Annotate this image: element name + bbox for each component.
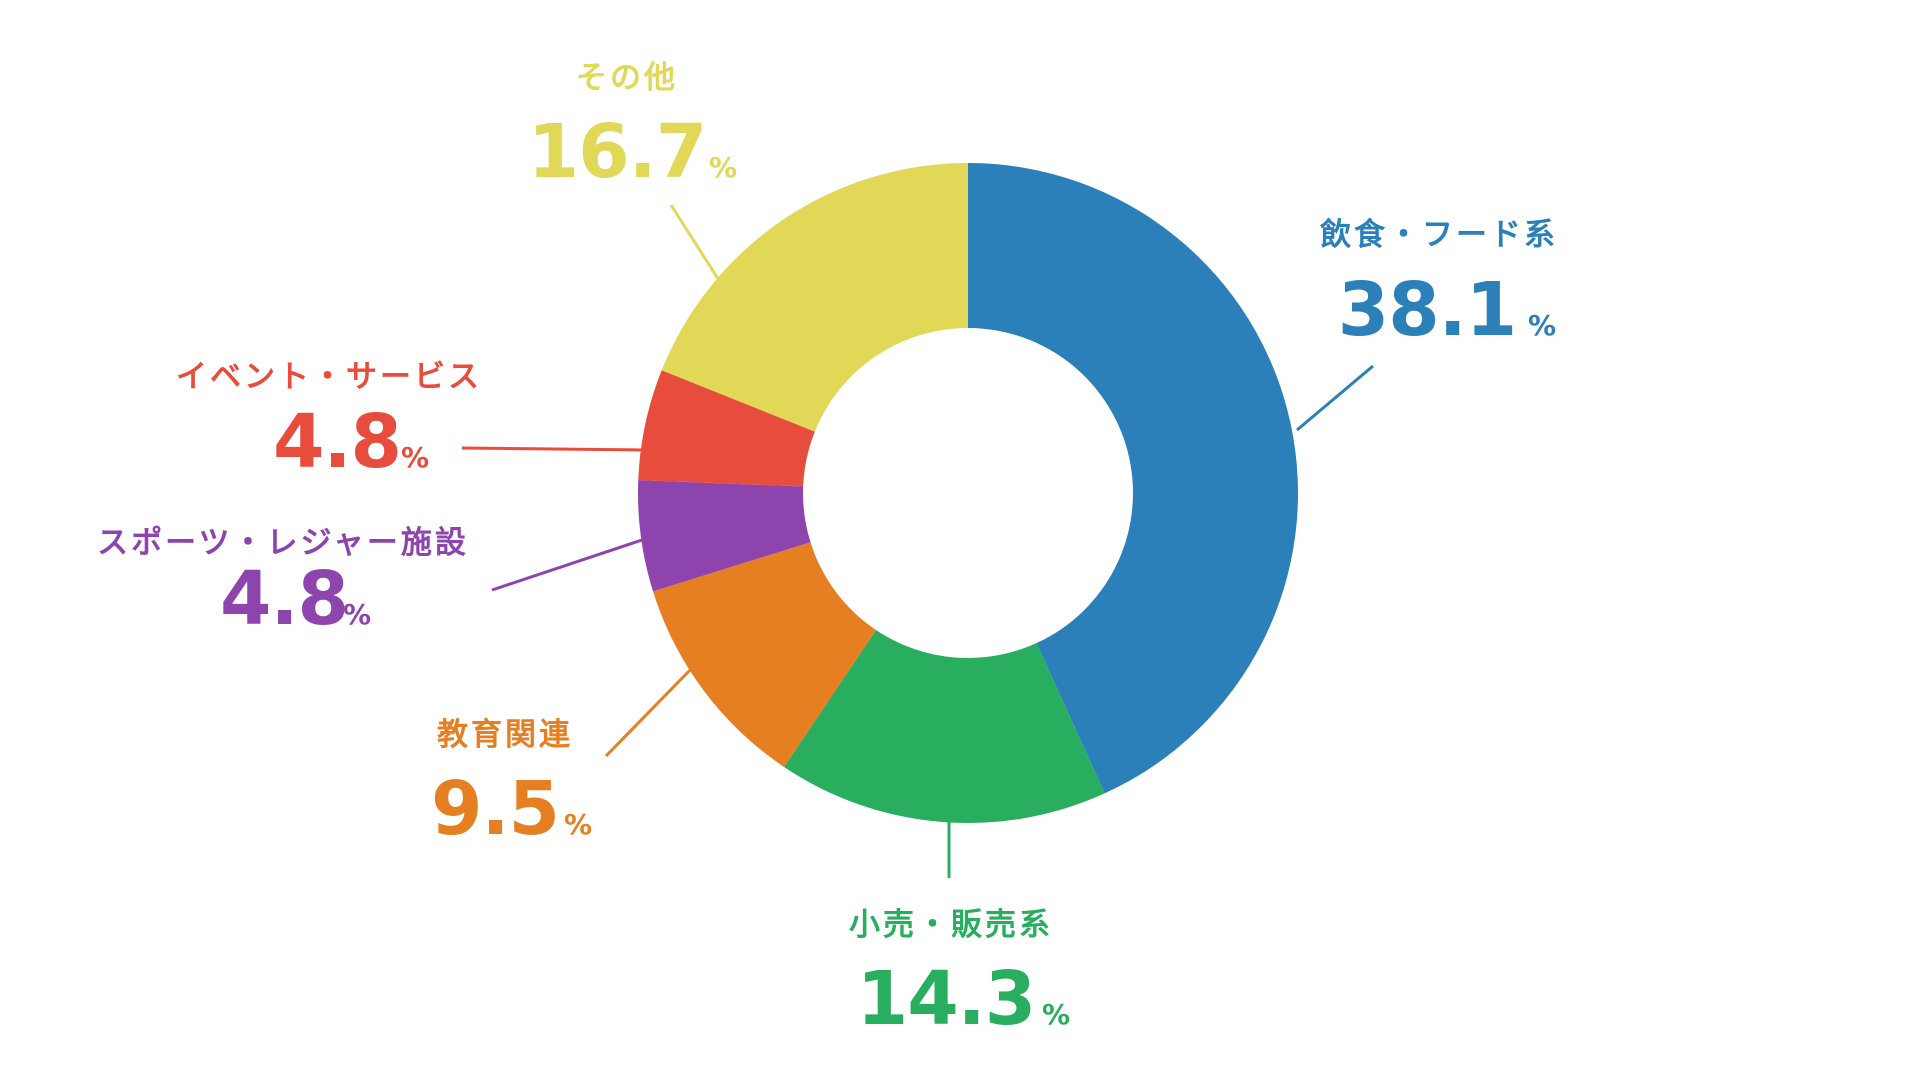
slice-labels: 飲食・フード系 38.1 % 小売・販売系 14.3 % 教育関連 9.5 % スポーツ・レジャー… (97, 60, 1558, 1042)
leader-line-5 (669, 204, 722, 283)
slice-value-label-2: 9.5 (431, 766, 559, 852)
leader-lines (461, 204, 1374, 878)
donut-slice-0 (968, 163, 1298, 794)
slice-percent-sign-5: % (709, 151, 737, 184)
slice-value-label-4: 4.8 (273, 399, 401, 485)
leader-line-2 (604, 666, 694, 758)
slice-percent-sign-2: % (564, 808, 592, 841)
slice-value-label-0: 38.1 (1338, 267, 1517, 353)
slice-category-label-5: その他 (576, 60, 678, 96)
slice-value-label-5: 16.7 (528, 109, 707, 195)
leader-line-3 (491, 536, 649, 592)
donut-slice-2 (653, 542, 877, 767)
leader-line-4 (461, 446, 646, 452)
slice-percent-sign-0: % (1528, 309, 1556, 342)
slice-value-label-3: 4.8 (220, 556, 348, 642)
donut-slice-4 (638, 370, 815, 487)
donut-slice-3 (638, 480, 811, 592)
slice-category-label-1: 小売・販売系 (849, 907, 1053, 943)
donut-slice-5 (661, 163, 968, 432)
slice-category-label-4: イベント・サービス (176, 359, 482, 395)
slice-value-label-1: 14.3 (857, 956, 1036, 1042)
slice-category-label-0: 飲食・フード系 (1320, 217, 1558, 253)
slice-category-label-2: 教育関連 (437, 717, 573, 753)
slice-percent-sign-3: % (343, 598, 371, 631)
donut-slices (638, 163, 1298, 823)
donut-slice-1 (784, 629, 1105, 823)
slice-percent-sign-4: % (401, 441, 429, 474)
slice-percent-sign-1: % (1042, 998, 1070, 1031)
slice-category-label-3: スポーツ・レジャー施設 (97, 525, 469, 561)
leader-line-0 (1296, 364, 1374, 432)
